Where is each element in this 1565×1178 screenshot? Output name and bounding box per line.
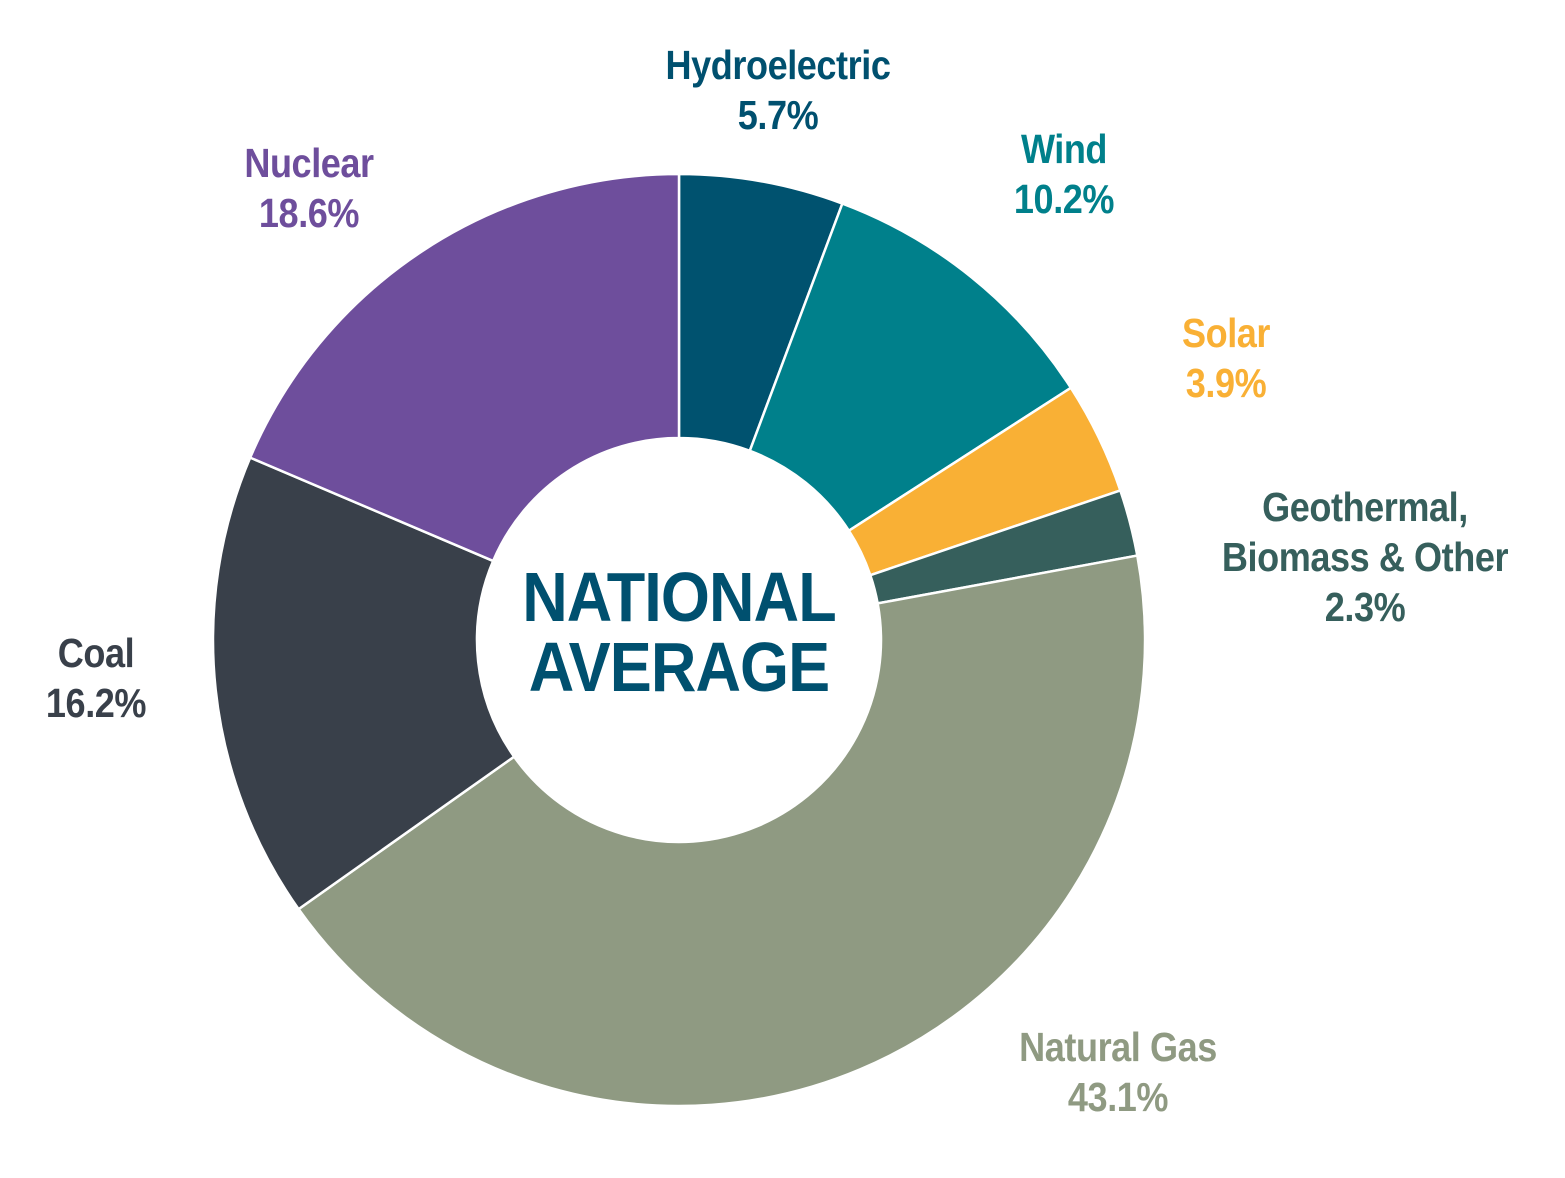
label-name: Nuclear — [244, 140, 374, 186]
label-name-line-1: Geothermal, — [1262, 484, 1468, 530]
label-value: 2.3% — [1324, 584, 1406, 631]
slice-nuclear — [248, 172, 681, 563]
label-name: Coal — [57, 630, 135, 676]
center-title-line-2: AVERAGE — [528, 628, 830, 706]
label-natural-gas: Natural Gas 43.1% — [986, 1022, 1250, 1122]
slice-wind — [748, 201, 1073, 533]
label-value: 3.9% — [1185, 360, 1267, 407]
label-name-line-2: Biomass & Other — [1221, 534, 1509, 581]
center-title: NATIONAL AVERAGE — [499, 562, 859, 702]
label-nuclear: Nuclear 18.6% — [221, 138, 397, 238]
center-title-line-1: NATIONAL — [522, 558, 836, 636]
label-name: Solar — [1181, 310, 1271, 356]
label-coal: Coal 16.2% — [8, 628, 184, 728]
label-name: Natural Gas — [1019, 1024, 1217, 1070]
label-name: Hydroelectric — [665, 42, 891, 88]
slice-natural-gas — [296, 554, 1147, 1108]
label-wind: Wind 10.2% — [976, 124, 1152, 224]
label-hydroelectric: Hydroelectric 5.7% — [611, 40, 945, 140]
label-value: 43.1% — [1067, 1074, 1169, 1121]
label-value: 10.2% — [1013, 176, 1115, 223]
label-value: 5.7% — [737, 92, 819, 139]
slice-coal — [211, 455, 516, 911]
label-solar: Solar 3.9% — [1138, 308, 1314, 408]
label-value: 16.2% — [45, 680, 147, 727]
label-geothermal-biomass-other: Geothermal, Biomass & Other 2.3% — [1189, 482, 1541, 632]
label-value: 18.6% — [258, 190, 360, 237]
label-name: Wind — [1020, 126, 1108, 172]
